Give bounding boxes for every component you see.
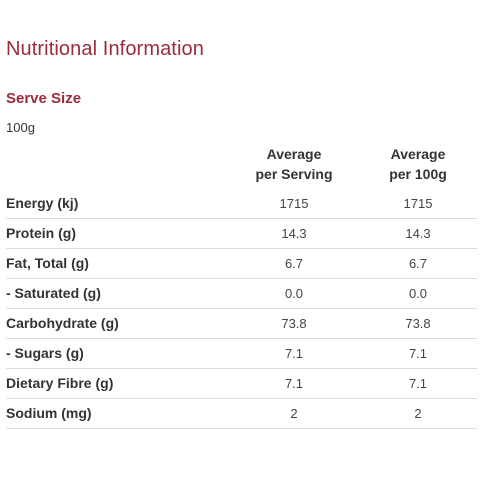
value-per-serving: 1715	[279, 196, 309, 211]
serve-size-value: 100g	[6, 120, 35, 135]
column-header-per-100g: Average per 100g	[358, 144, 478, 184]
column-header-line: per Serving	[255, 166, 333, 182]
value-per-100g: 7.1	[408, 346, 428, 361]
column-header-per-serving: Average per Serving	[234, 144, 354, 184]
table-row: Sodium (mg) 2 2	[6, 399, 477, 429]
table-row: Energy (kj) 1715 1715	[6, 189, 477, 219]
nutrient-name: Protein (g)	[6, 225, 76, 241]
page-title: Nutritional Information	[6, 38, 204, 60]
value-per-100g: 7.1	[408, 376, 428, 391]
value-per-serving: 14.3	[281, 226, 307, 241]
nutrient-name: Sodium (mg)	[6, 405, 92, 421]
nutrition-table: Energy (kj) 1715 1715 Protein (g) 14.3 1…	[6, 189, 477, 429]
nutrient-name: Carbohydrate (g)	[6, 315, 119, 331]
value-per-serving: 73.8	[281, 316, 307, 331]
table-row: Dietary Fibre (g) 7.1 7.1	[6, 369, 477, 399]
value-per-100g: 73.8	[405, 316, 431, 331]
value-per-100g: 14.3	[405, 226, 431, 241]
column-header-line: Average	[390, 146, 446, 162]
table-row: Fat, Total (g) 6.7 6.7	[6, 249, 477, 279]
nutrient-name: - Saturated (g)	[6, 285, 101, 301]
nutrient-name: - Sugars (g)	[6, 345, 84, 361]
value-per-100g: 0.0	[408, 286, 428, 301]
nutrient-name: Fat, Total (g)	[6, 255, 89, 271]
nutrient-name: Energy (kj)	[6, 195, 79, 211]
value-per-serving: 7.1	[284, 376, 304, 391]
column-header-line: per 100g	[389, 166, 447, 182]
value-per-100g: 6.7	[408, 256, 428, 271]
table-row: Protein (g) 14.3 14.3	[6, 219, 477, 249]
column-header-line: Average	[266, 146, 322, 162]
serve-size-label: Serve Size	[6, 90, 82, 107]
value-per-100g: 1715	[403, 196, 433, 211]
table-row: - Sugars (g) 7.1 7.1	[6, 339, 477, 369]
table-row: Carbohydrate (g) 73.8 73.8	[6, 309, 477, 339]
value-per-serving: 0.0	[284, 286, 304, 301]
table-row: - Saturated (g) 0.0 0.0	[6, 279, 477, 309]
value-per-serving: 2	[290, 406, 298, 421]
value-per-serving: 7.1	[284, 346, 304, 361]
value-per-100g: 2	[414, 406, 422, 421]
value-per-serving: 6.7	[284, 256, 304, 271]
nutrient-name: Dietary Fibre (g)	[6, 375, 114, 391]
